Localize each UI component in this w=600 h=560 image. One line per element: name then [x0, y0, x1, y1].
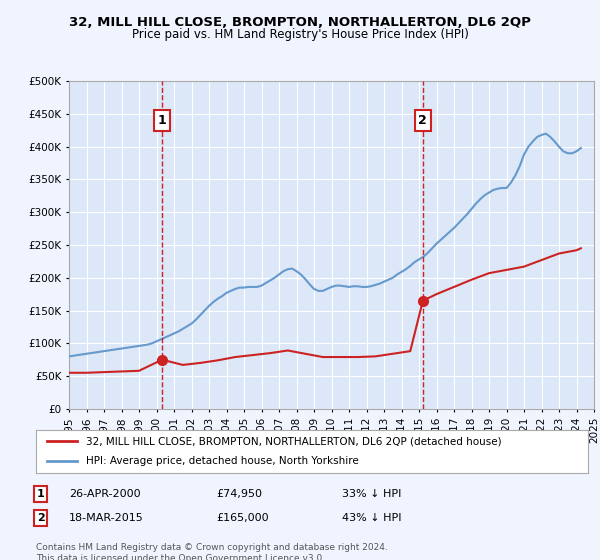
Text: 2: 2: [418, 114, 427, 127]
Text: 32, MILL HILL CLOSE, BROMPTON, NORTHALLERTON, DL6 2QP (detached house): 32, MILL HILL CLOSE, BROMPTON, NORTHALLE…: [86, 436, 502, 446]
Text: £165,000: £165,000: [216, 513, 269, 523]
Text: Price paid vs. HM Land Registry's House Price Index (HPI): Price paid vs. HM Land Registry's House …: [131, 28, 469, 41]
Text: 43% ↓ HPI: 43% ↓ HPI: [342, 513, 401, 523]
Text: HPI: Average price, detached house, North Yorkshire: HPI: Average price, detached house, Nort…: [86, 456, 358, 466]
Text: £74,950: £74,950: [216, 489, 262, 499]
Text: 1: 1: [158, 114, 166, 127]
Text: 33% ↓ HPI: 33% ↓ HPI: [342, 489, 401, 499]
Text: 18-MAR-2015: 18-MAR-2015: [69, 513, 144, 523]
Text: 26-APR-2000: 26-APR-2000: [69, 489, 140, 499]
Text: 2: 2: [37, 513, 44, 523]
Text: Contains HM Land Registry data © Crown copyright and database right 2024.
This d: Contains HM Land Registry data © Crown c…: [36, 543, 388, 560]
Text: 1: 1: [37, 489, 44, 499]
Text: 32, MILL HILL CLOSE, BROMPTON, NORTHALLERTON, DL6 2QP: 32, MILL HILL CLOSE, BROMPTON, NORTHALLE…: [69, 16, 531, 29]
